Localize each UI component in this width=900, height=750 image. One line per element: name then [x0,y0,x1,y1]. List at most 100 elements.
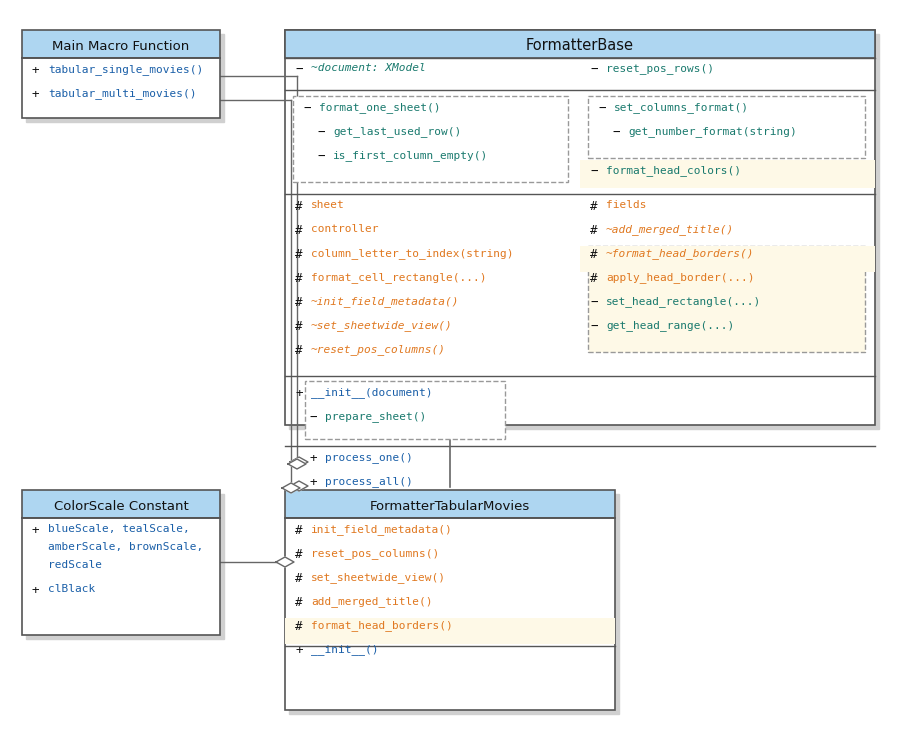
Text: +: + [309,476,317,489]
Text: +: + [32,88,40,101]
Text: get_number_format(string): get_number_format(string) [628,126,796,137]
Bar [293,96,568,182]
Text: apply_head_border(...): apply_head_border(...) [606,272,754,283]
Polygon shape [282,483,300,493]
Text: is_first_column_empty(): is_first_column_empty() [333,150,488,161]
Text: blueScale, tealScale,: blueScale, tealScale, [48,524,190,534]
Text: reset_pos_columns(): reset_pos_columns() [311,548,439,559]
Bar [285,518,615,710]
Text: #: # [590,200,598,213]
Bar [580,246,875,272]
Bar [289,494,619,714]
Bar [22,58,220,118]
Bar [285,490,615,518]
Text: process_one(): process_one() [325,452,413,463]
Text: −: − [317,150,325,163]
Text: process_all(): process_all() [325,476,413,487]
Text: +: + [32,584,40,597]
Polygon shape [290,457,308,467]
Text: #: # [295,320,302,333]
Text: #: # [295,296,302,309]
Text: tabular_single_movies(): tabular_single_movies() [48,64,203,75]
Bar [285,618,615,644]
Text: −: − [590,296,598,309]
Text: −: − [590,165,598,178]
Polygon shape [290,481,308,491]
Text: format_cell_rectangle(...): format_cell_rectangle(...) [311,272,487,283]
Text: __init__(document): __init__(document) [311,387,433,398]
Text: #: # [590,248,598,261]
Text: reset_pos_rows(): reset_pos_rows() [606,63,714,74]
Text: #: # [295,224,302,237]
Text: −: − [303,102,310,115]
Text: column_letter_to_index(string): column_letter_to_index(string) [311,248,514,259]
Text: Main Macro Function: Main Macro Function [52,40,190,53]
Text: FormatterBase: FormatterBase [526,38,634,53]
Bar [26,34,224,122]
Text: ~add_merged_title(): ~add_merged_title() [606,224,734,235]
Polygon shape [276,557,294,567]
Text: #: # [295,524,302,537]
Text: add_merged_title(): add_merged_title() [311,596,433,607]
Text: controller: controller [311,224,379,234]
Text: set_sheetwide_view(): set_sheetwide_view() [311,572,446,583]
Bar [588,246,865,352]
Text: get_last_used_row(): get_last_used_row() [333,126,461,137]
Text: +: + [309,452,317,465]
Text: #: # [295,548,302,561]
Text: −: − [295,63,302,76]
Bar [26,494,224,639]
Text: #: # [295,620,302,633]
Text: +: + [295,644,302,657]
Bar [22,518,220,635]
Text: tabular_multi_movies(): tabular_multi_movies() [48,88,196,99]
Text: +: + [295,387,302,400]
Bar [22,30,220,58]
Text: −: − [317,126,325,139]
Bar [285,30,875,425]
Text: sheet: sheet [311,200,345,210]
Text: #: # [295,200,302,213]
Text: ~document: XModel: ~document: XModel [311,63,426,73]
Text: set_head_rectangle(...): set_head_rectangle(...) [606,296,761,307]
Text: __init__(): __init__() [311,644,379,655]
Text: fields: fields [606,200,646,210]
Polygon shape [288,459,306,469]
Text: #: # [295,596,302,609]
Text: #: # [295,248,302,261]
Text: #: # [590,272,598,285]
Bar [305,381,505,439]
Text: redScale: redScale [48,560,102,570]
Bar [285,30,875,58]
Bar [22,490,220,518]
Text: ~reset_pos_columns(): ~reset_pos_columns() [311,344,446,355]
Text: prepare_sheet(): prepare_sheet() [325,411,427,422]
Bar [580,160,875,188]
Text: −: − [590,320,598,333]
Text: −: − [612,126,619,139]
Text: set_columns_format(): set_columns_format() [614,102,749,113]
Text: −: − [598,102,606,115]
Text: format_one_sheet(): format_one_sheet() [319,102,440,113]
Text: +: + [32,524,40,537]
Text: −: − [590,63,598,76]
Text: #: # [295,344,302,357]
Text: clBlack: clBlack [48,584,95,594]
Text: ~format_head_borders(): ~format_head_borders() [606,248,754,259]
Text: #: # [295,572,302,585]
Text: ~set_sheetwide_view(): ~set_sheetwide_view() [311,320,453,331]
Text: #: # [295,272,302,285]
Bar [588,96,865,158]
Text: ~init_field_metadata(): ~init_field_metadata() [311,296,460,307]
Text: FormatterTabularMovies: FormatterTabularMovies [370,500,530,512]
Text: get_head_range(...): get_head_range(...) [606,320,734,331]
Text: ColorScale Constant: ColorScale Constant [54,500,188,512]
Text: format_head_colors(): format_head_colors() [606,165,741,176]
Text: +: + [32,64,40,77]
Text: format_head_borders(): format_head_borders() [311,620,453,631]
Bar [289,34,879,429]
Text: init_field_metadata(): init_field_metadata() [311,524,453,535]
Text: −: − [309,411,317,424]
Text: amberScale, brownScale,: amberScale, brownScale, [48,542,203,552]
Text: #: # [590,224,598,237]
